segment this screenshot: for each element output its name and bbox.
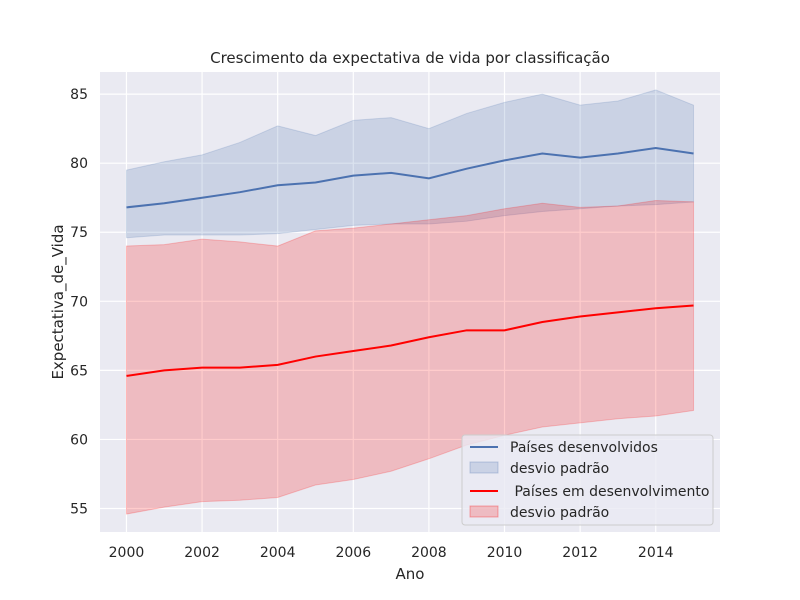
- legend: Países desenvolvidos desvio padrão Paíse…: [461, 434, 714, 526]
- x-tick-label: 2000: [109, 545, 145, 561]
- x-axis-label: Ano: [396, 565, 425, 583]
- std-bands: [125, 89, 695, 515]
- y-tick-label: 70: [70, 294, 88, 310]
- legend-band-developing: [469, 505, 499, 518]
- y-tick-label: 75: [70, 225, 88, 241]
- chart-title: Crescimento da expectativa de vida por c…: [210, 49, 610, 67]
- y-ticks: 55 60 65 70 75 80 85: [70, 87, 88, 517]
- series-line-developing: [126, 304, 694, 377]
- x-tick-label: 2002: [184, 545, 220, 561]
- y-tick-label: 80: [70, 156, 88, 172]
- legend-band-developed: [469, 461, 499, 474]
- series-lines: [126, 146, 694, 377]
- legend-label-developed: Países desenvolvidos: [510, 440, 658, 456]
- x-ticks: 2000 2002 2004 2006 2008 2010 2012 2014: [109, 545, 674, 561]
- x-tick-label: 2014: [638, 545, 674, 561]
- y-tick-label: 60: [70, 432, 88, 448]
- y-tick-label: 55: [70, 502, 88, 518]
- y-axis-label: Expectativa_de_Vida: [49, 224, 68, 379]
- y-tick-label: 65: [70, 363, 88, 379]
- std-band-developing: [125, 199, 695, 515]
- x-tick-label: 2010: [487, 545, 523, 561]
- series-line-developed: [126, 146, 694, 209]
- x-tick-label: 2008: [411, 545, 447, 561]
- legend-label-developing-std: desvio padrão: [510, 505, 609, 521]
- std-band-developed: [125, 89, 695, 239]
- y-tick-label: 85: [70, 87, 88, 103]
- legend-label-developed-std: desvio padrão: [510, 461, 609, 477]
- x-tick-label: 2004: [260, 545, 296, 561]
- legend-label-developing: Países em desenvolvimento: [510, 484, 709, 500]
- x-tick-label: 2012: [562, 545, 598, 561]
- x-tick-label: 2006: [335, 545, 371, 561]
- legend-box: [461, 434, 714, 526]
